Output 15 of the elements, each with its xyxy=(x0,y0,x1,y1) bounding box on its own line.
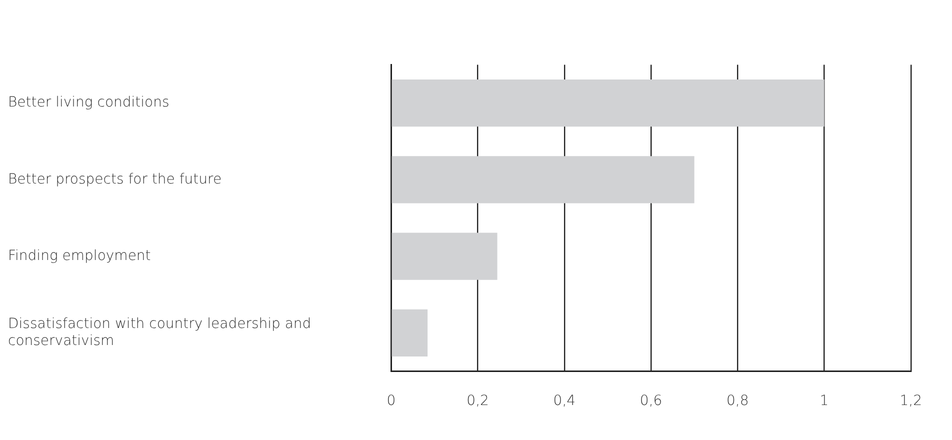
y-tick-label: Better living conditions xyxy=(8,94,170,111)
x-tick-label: 0,4 xyxy=(553,393,576,410)
y-tick-label: Finding employment xyxy=(8,248,151,264)
x-tick-label: 1 xyxy=(820,393,829,410)
bar xyxy=(392,80,824,127)
y-tick-label: Better prospects for the future xyxy=(8,171,222,188)
x-tick-label: 1,2 xyxy=(900,393,922,410)
bar xyxy=(392,309,428,356)
y-tick-label: Dissatisfaction with country leadership and conservativism xyxy=(8,316,312,349)
x-tick-label: 0,6 xyxy=(640,393,662,410)
x-tick-label: 0,8 xyxy=(726,393,749,410)
x-tick-label: 0 xyxy=(386,393,396,410)
bar xyxy=(392,156,694,204)
bar xyxy=(392,232,498,280)
x-tick-label: 0,2 xyxy=(466,393,489,410)
